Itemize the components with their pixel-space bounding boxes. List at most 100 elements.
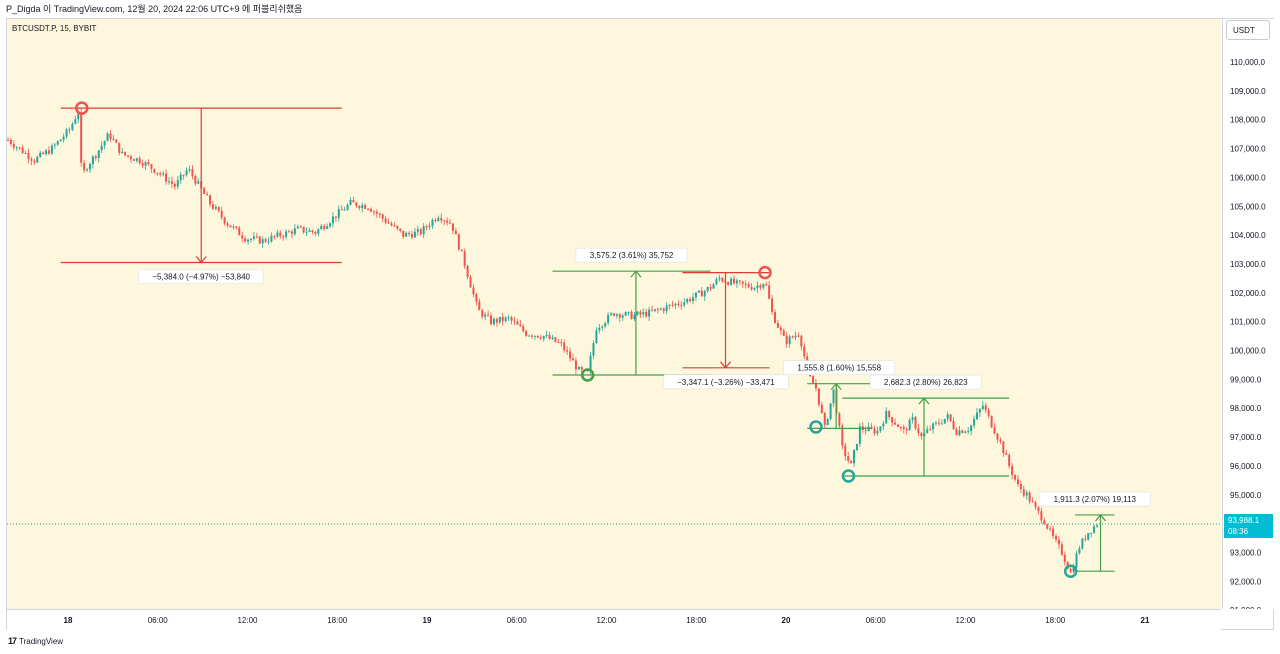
candle (211, 200, 214, 211)
candle (940, 419, 943, 425)
candle (235, 226, 238, 230)
candle (9, 137, 12, 147)
candle (33, 158, 36, 165)
candle (39, 150, 42, 158)
candle (996, 432, 999, 444)
time-axis[interactable]: 18 06:00 12:00 18:00 19 06:00 12:00 18:00 20 06:0… (7, 609, 1221, 630)
candle (686, 297, 689, 305)
price-axis-labels: 110,000.0 109,000.0 108,000.0 107,000.0 106,… (1230, 58, 1266, 609)
swing-low-marker[interactable] (841, 469, 856, 483)
candle (820, 401, 823, 414)
candle (832, 389, 835, 408)
price-tick-label: 96,000.0 (1230, 462, 1262, 471)
time-tick-label: 12:00 (955, 616, 976, 625)
candle (311, 229, 314, 235)
candle (1063, 551, 1066, 566)
price-tick-label: 100,000.0 (1230, 347, 1266, 356)
candle (639, 309, 642, 319)
measure-label-box (663, 374, 789, 390)
candle (674, 302, 677, 310)
candle (208, 194, 211, 208)
tradingview-logo-text: TradingView (19, 636, 64, 646)
candle (264, 237, 267, 244)
candle (323, 223, 326, 231)
candle (624, 311, 627, 317)
candle (405, 231, 408, 237)
candle (419, 227, 422, 237)
candle (249, 237, 252, 243)
swing-low-marker[interactable] (809, 420, 823, 434)
swing-low-marker[interactable] (580, 368, 595, 382)
candle (522, 324, 525, 333)
candle (1084, 534, 1087, 542)
currency-button[interactable]: USDT (1226, 20, 1270, 40)
candle (59, 139, 62, 142)
price-axis[interactable] (1222, 19, 1274, 609)
candle (194, 174, 197, 186)
candle (788, 334, 791, 348)
candle (261, 236, 264, 248)
candle (302, 226, 305, 234)
candle (290, 229, 293, 239)
candle (490, 312, 493, 326)
candle (282, 234, 285, 241)
price-range-measure[interactable]: 1,555.8 (1.60%) 15,558 (783, 360, 896, 429)
candle (536, 335, 539, 339)
candle (191, 165, 194, 180)
price-range-measure[interactable]: 2,682.3 (2.80%) 26,823 (842, 374, 1010, 477)
candle (697, 289, 700, 294)
measure-label: −5,384.0 (−4.97%) −53,840 (152, 273, 250, 282)
price-range-measure[interactable]: 3,575.2 (3.61%) 35,752 (552, 247, 711, 376)
candle (370, 207, 372, 213)
candle (571, 353, 574, 361)
candle (800, 334, 803, 351)
candle (961, 429, 964, 434)
swing-high-marker[interactable] (758, 265, 772, 280)
time-tick-label: 19 (423, 616, 432, 625)
candle (449, 218, 452, 224)
candle (926, 425, 929, 434)
candle (36, 155, 39, 164)
candle (329, 221, 332, 229)
candle (498, 316, 501, 325)
candle (127, 155, 130, 158)
candle (823, 411, 826, 430)
candle (735, 278, 738, 288)
candle (978, 407, 981, 418)
candle (566, 345, 569, 355)
candle (416, 225, 419, 236)
price-range-measure[interactable]: −5,384.0 (−4.97%) −53,840 (60, 107, 342, 284)
candle (970, 424, 973, 436)
swing-low-marker[interactable] (1063, 564, 1078, 578)
candle (662, 307, 665, 314)
measure-label: 1,555.8 (1.60%) 15,558 (797, 364, 881, 373)
candle (446, 217, 449, 226)
candle (1031, 497, 1034, 503)
tradingview-logo-icon: 17 (8, 636, 17, 646)
price-range-measure[interactable]: 1,911.3 (2.07%) 19,113 (1038, 491, 1151, 572)
candle (425, 224, 428, 231)
candle (519, 320, 522, 327)
price-range-measure[interactable]: −3,347.1 (−3.26%) −33,471 (663, 272, 789, 390)
candle (1075, 550, 1078, 569)
candle (648, 306, 651, 321)
candle (785, 331, 788, 348)
candle (86, 167, 89, 173)
candle (703, 289, 706, 301)
candle (247, 238, 250, 245)
candle (460, 249, 463, 252)
candle (882, 420, 885, 431)
candle (771, 294, 774, 315)
candle (153, 168, 156, 174)
symbol-label[interactable]: BTCUSDT.P, 15, BYBIT (12, 24, 97, 33)
candle (902, 424, 905, 434)
candle (765, 281, 768, 287)
candle (226, 221, 229, 228)
candle (173, 181, 176, 190)
candle (744, 280, 747, 289)
candle (750, 283, 753, 291)
swing-high-marker[interactable] (75, 101, 89, 115)
candle (267, 237, 270, 245)
candle (182, 174, 185, 180)
